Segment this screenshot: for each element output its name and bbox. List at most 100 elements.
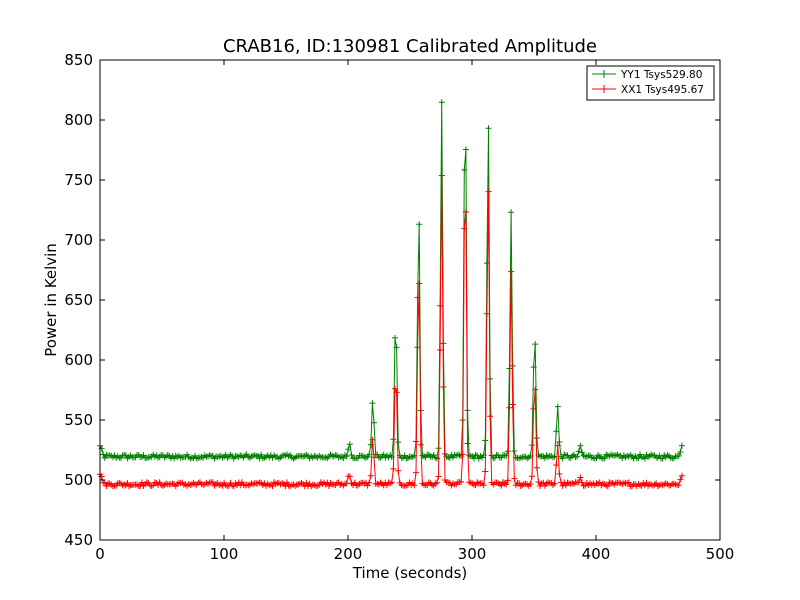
y-tick-label: 450	[64, 531, 93, 549]
data-point	[556, 438, 563, 445]
data-point	[433, 479, 440, 486]
data-point	[435, 473, 442, 480]
data-point	[554, 442, 561, 449]
data-point	[529, 473, 536, 480]
data-point	[604, 483, 611, 490]
y-tick-label: 600	[64, 351, 93, 369]
data-point	[498, 482, 505, 489]
data-point	[412, 469, 419, 476]
data-point	[303, 479, 310, 486]
legend-marker	[600, 85, 608, 93]
data-point	[364, 482, 371, 489]
data-point	[532, 341, 539, 348]
x-tick-label: 500	[706, 545, 735, 563]
data-point	[230, 483, 237, 490]
data-point	[574, 453, 581, 460]
y-axis: 450 500 550 600 650 700 750 800 850	[64, 51, 720, 549]
data-point	[366, 451, 373, 458]
data-point	[388, 479, 395, 486]
data-point	[390, 436, 397, 443]
data-point	[393, 344, 400, 351]
data-point	[395, 439, 402, 446]
data-point	[100, 451, 107, 458]
data-point	[532, 386, 539, 393]
data-point	[346, 473, 353, 480]
data-point	[577, 474, 584, 481]
x-tick-label: 0	[95, 545, 105, 563]
data-point	[643, 479, 650, 486]
data-point	[258, 451, 265, 458]
data-point	[625, 479, 632, 486]
data-point	[461, 166, 468, 173]
data-point	[487, 413, 494, 420]
data-point	[596, 479, 603, 486]
data-point	[459, 451, 466, 458]
data-point	[529, 442, 536, 449]
data-point	[414, 344, 421, 351]
data-point	[559, 455, 566, 462]
data-point	[675, 482, 682, 489]
legend-marker	[600, 70, 608, 78]
series-1	[97, 172, 685, 490]
data-point	[374, 451, 381, 458]
chart-title: CRAB16, ID:130981 Calibrated Amplitude	[223, 36, 597, 57]
data-point	[551, 480, 558, 487]
legend-box	[586, 65, 715, 101]
x-axis-label: Time (seconds)	[352, 564, 468, 582]
x-axis: 0 100 200 300 400 500	[95, 60, 734, 563]
y-tick-label: 700	[64, 231, 93, 249]
data-point	[535, 479, 542, 486]
series-markers	[97, 172, 685, 490]
data-point	[678, 472, 685, 479]
x-tick-label: 200	[334, 545, 363, 563]
data-point	[511, 448, 518, 455]
data-point	[554, 403, 561, 410]
data-point	[446, 454, 453, 461]
data-point	[371, 454, 378, 461]
data-point	[124, 480, 131, 487]
data-point	[369, 400, 376, 407]
data-point	[506, 404, 513, 411]
data-point	[553, 462, 560, 469]
data-point	[533, 435, 540, 442]
data-point	[438, 172, 445, 179]
data-point	[209, 479, 216, 486]
x-tick-label: 100	[210, 545, 239, 563]
y-tick-label: 750	[64, 171, 93, 189]
plot-series	[97, 99, 685, 490]
data-point	[340, 455, 347, 462]
data-point	[393, 389, 400, 396]
data-point	[343, 453, 350, 460]
legend: YY1 Tsys529.80 XX1 Tsys495.67	[586, 65, 715, 101]
data-point	[533, 464, 540, 471]
data-point	[269, 483, 276, 490]
data-point	[283, 479, 290, 486]
data-point	[530, 364, 537, 371]
data-point	[511, 475, 518, 482]
data-point	[675, 452, 682, 459]
data-point	[345, 446, 352, 453]
data-point	[458, 478, 465, 485]
data-point	[504, 448, 511, 455]
x-tick-label: 400	[582, 545, 611, 563]
data-point	[438, 99, 445, 106]
data-point	[504, 477, 511, 484]
data-point	[509, 401, 516, 408]
data-point	[556, 470, 563, 477]
data-point	[411, 482, 418, 489]
data-point	[577, 442, 584, 449]
data-point	[366, 479, 373, 486]
data-point	[348, 452, 355, 459]
y-axis-label: Power in Kelvin	[42, 243, 60, 357]
data-point	[527, 480, 534, 487]
data-point	[575, 448, 582, 455]
data-point	[346, 441, 353, 448]
data-point	[480, 482, 487, 489]
data-point	[464, 440, 471, 447]
y-tick-label: 550	[64, 411, 93, 429]
data-point	[391, 334, 398, 341]
data-point	[371, 419, 378, 426]
data-point	[391, 385, 398, 392]
data-point	[462, 146, 469, 153]
